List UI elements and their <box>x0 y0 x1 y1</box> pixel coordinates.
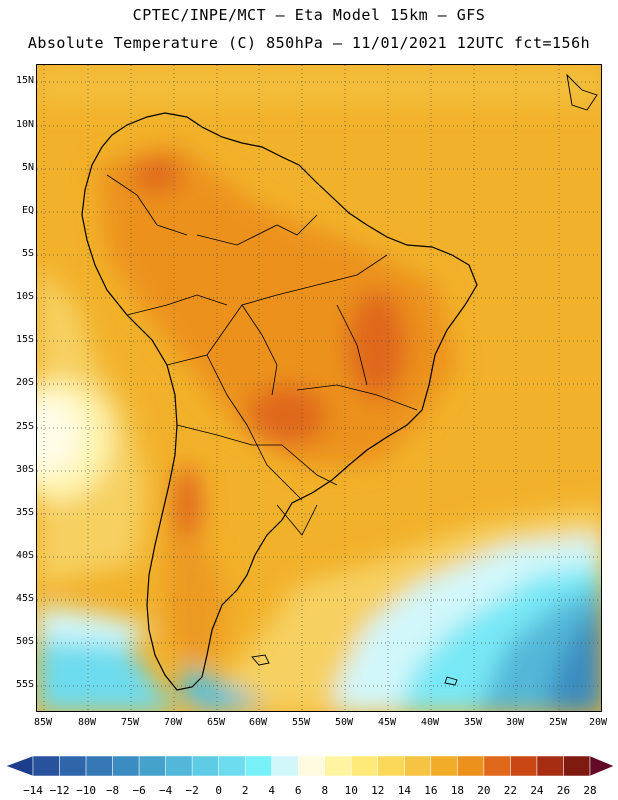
lat-label-15n: 15N <box>15 75 34 86</box>
colorbar-label: −8 <box>105 784 120 797</box>
colorbar-label: 24 <box>530 784 544 797</box>
colorbar-label: 12 <box>371 784 385 797</box>
lat-label-55s: 55S <box>15 679 34 690</box>
lat-label-10s: 10S <box>15 291 34 302</box>
field-hot-central-brazil <box>247 385 327 445</box>
colorbar-label: −10 <box>76 784 96 797</box>
colorbar-swatch-13 <box>377 755 405 777</box>
country-borders <box>106 174 418 536</box>
lat-label-25s: 25S <box>15 421 34 432</box>
temperature-map <box>36 64 602 712</box>
lon-label-65w: 65W <box>206 717 226 728</box>
lat-label-50s: 50S <box>15 636 34 647</box>
colorbar-label: 6 <box>294 784 302 797</box>
colorbar-label: 0 <box>215 784 222 797</box>
colorbar-swatch-9 <box>271 755 299 777</box>
colorbar-swatch-3 <box>112 755 140 777</box>
lon-label-75w: 75W <box>120 717 140 728</box>
colorbar-swatch-19 <box>536 755 564 777</box>
south-america-coastline <box>81 112 478 691</box>
colorbar-label: 16 <box>424 784 438 797</box>
colorbar-label: 26 <box>556 784 571 797</box>
lat-label-35s: 35S <box>15 507 34 518</box>
lat-label-eq: EQ <box>21 205 34 216</box>
colorbar-label: 10 <box>344 784 358 797</box>
colorbar-under-triangle <box>5 755 34 777</box>
colorbar-swatch-12 <box>351 755 379 777</box>
colorbar-swatch-0 <box>32 755 60 777</box>
colorbar-swatch-2 <box>85 755 113 777</box>
field-hot-northeast-brazil <box>347 290 407 400</box>
temperature-field <box>37 65 601 711</box>
colorbar-over-triangle <box>589 755 615 777</box>
field-pacific-cold-core <box>37 395 82 475</box>
lon-label-25w: 25W <box>548 717 568 728</box>
colorbar-swatch-8 <box>244 755 272 777</box>
lon-label-30w: 30W <box>505 717 525 728</box>
lon-label-85w: 85W <box>33 717 53 728</box>
lon-label-50w: 50W <box>334 717 354 728</box>
lat-label-40s: 40S <box>15 550 34 561</box>
field-drake-cold <box>177 665 267 711</box>
colorbar-swatch-20 <box>563 755 591 777</box>
colorbar-label: −12 <box>49 784 70 797</box>
field-southern-ocean-cold <box>37 640 176 711</box>
islands <box>251 73 598 686</box>
lon-label-60w: 60W <box>248 717 268 728</box>
lat-label-30s: 30S <box>15 464 34 475</box>
colorbar-label: 22 <box>503 784 518 797</box>
colorbar-swatch-18 <box>510 755 538 777</box>
colorbar-label: −4 <box>158 784 173 797</box>
colorbar-swatch-6 <box>191 755 219 777</box>
colorbar-label: −6 <box>132 784 146 797</box>
colorbar-label: 18 <box>450 784 464 797</box>
field-hot-argentina <box>173 465 201 545</box>
colorbar-swatch-7 <box>218 755 246 777</box>
map-title-line2: Absolute Temperature (C) 850hPa — 11/01/… <box>27 34 591 52</box>
colorbar-label: 8 <box>321 784 329 797</box>
lon-label-70w: 70W <box>163 717 183 728</box>
field-pacific-south-cold <box>37 605 147 650</box>
lon-label-45w: 45W <box>377 717 397 728</box>
lat-label-15s: 15S <box>15 334 34 345</box>
colorbar-label: −14 <box>23 784 43 797</box>
colorbar-label: 28 <box>583 784 597 797</box>
lon-label-80w: 80W <box>77 717 97 728</box>
colorbar-label: 2 <box>241 784 249 797</box>
field-south-minus4 <box>547 606 601 711</box>
colorbar-label: 4 <box>268 784 276 797</box>
colorbar-swatch-17 <box>483 755 511 777</box>
colorbar-swatch-10 <box>297 755 326 777</box>
colorbar-label: −2 <box>185 784 199 797</box>
colorbar-swatch-5 <box>165 755 193 777</box>
lat-label-5s: 5S <box>21 248 34 259</box>
lat-label-5n: 5N <box>21 162 34 173</box>
colorbar-swatch-11 <box>324 755 352 777</box>
lon-label-35w: 35W <box>463 717 483 728</box>
lon-label-20w: 20W <box>588 717 608 728</box>
colorbar-swatch-15 <box>430 755 458 777</box>
colorbar-label: 14 <box>397 784 411 797</box>
lon-label-55w: 55W <box>291 717 311 728</box>
field-hot-colombia <box>132 157 182 193</box>
colorbar-swatch-14 <box>404 755 432 777</box>
lon-label-40w: 40W <box>420 717 440 728</box>
lat-label-20s: 20S <box>15 377 34 388</box>
colorbar-swatch-1 <box>59 755 87 777</box>
lat-label-45s: 45S <box>15 593 34 604</box>
colorbar-swatch-4 <box>138 755 166 777</box>
lat-label-10n: 10N <box>15 119 34 130</box>
map-title-line1: CPTEC/INPE/MCT — Eta Model 15km — GFS <box>132 6 486 24</box>
colorbar-swatch-16 <box>457 755 485 777</box>
colorbar-label: 20 <box>477 784 491 797</box>
temperature-colorbar <box>5 755 615 777</box>
field-north-band <box>37 65 601 105</box>
